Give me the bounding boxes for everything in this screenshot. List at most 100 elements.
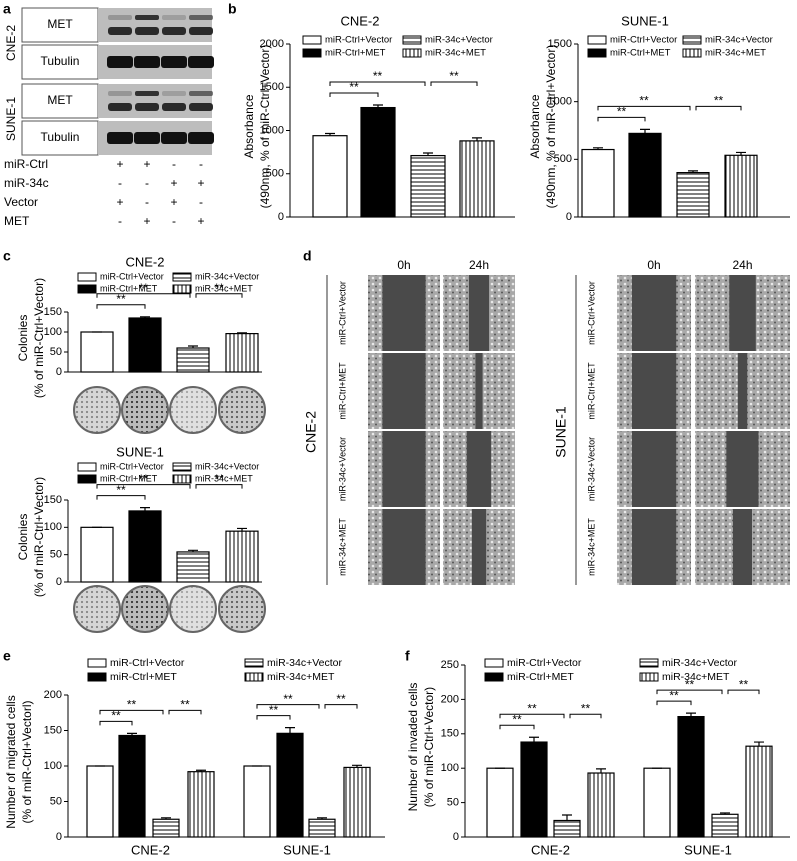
bar: [581, 148, 615, 218]
y-tick-label: 200: [441, 693, 459, 705]
colony-plate: [121, 386, 169, 434]
legend-swatch: [244, 658, 264, 668]
error-bar: [423, 152, 433, 156]
error-bar: [317, 817, 327, 820]
legend-swatch: [172, 272, 192, 282]
colony-plate: [169, 386, 217, 434]
y-axis-label: (490nm, % of miR-Ctrl+Vector): [258, 45, 272, 209]
legend-label: miR-Ctrl+MET: [325, 48, 386, 59]
y-tick-label: 1500: [260, 81, 284, 93]
bar: [187, 771, 215, 838]
significance-bracket: [569, 713, 602, 719]
y-axis-label: Absorbance: [242, 94, 256, 158]
condition-label: miR-Ctrl+Vector: [337, 281, 347, 345]
blot-band: [162, 27, 186, 35]
significance-bracket: [499, 713, 565, 719]
cell-line-label: CNE-2: [4, 25, 18, 61]
bar: [243, 765, 271, 838]
blot-band: [108, 27, 132, 35]
sign: +: [143, 157, 150, 171]
significance-label: **: [283, 692, 293, 706]
sign: -: [145, 176, 149, 190]
error-bar: [127, 732, 137, 736]
bar: [724, 154, 758, 218]
blot-band: [162, 15, 186, 20]
significance-bracket: [99, 720, 133, 726]
cell-line-label: SUNE-1: [4, 97, 18, 141]
legend-label: miR-34c+MET: [662, 671, 730, 683]
significance-bracket: [99, 709, 164, 715]
time-label: 24h: [469, 258, 489, 272]
error-bar: [373, 104, 383, 108]
condition-label: miR-34c+MET: [337, 518, 347, 576]
y-tick-label: 50: [50, 346, 62, 358]
error-bar: [237, 332, 247, 334]
wound-gap: [382, 509, 426, 585]
legend-label: miR-Ctrl+Vector: [100, 271, 164, 281]
sign: -: [199, 157, 203, 171]
significance-label: **: [269, 703, 279, 717]
significance-bracket: [96, 293, 191, 298]
colony-plate: [73, 386, 121, 434]
wound-gap: [631, 431, 677, 507]
panel-letter: f: [405, 648, 410, 664]
chart-title: SUNE-1: [116, 444, 164, 459]
protein-label: MET: [47, 93, 73, 107]
x-tick-label: SUNE-1: [283, 842, 331, 857]
y-tick-label: 500: [554, 153, 572, 165]
panel-letter: a: [3, 1, 11, 17]
significance-bracket: [329, 81, 426, 86]
error-bar: [188, 549, 198, 552]
y-tick-label: 150: [44, 494, 62, 506]
cell-line-label: SUNE-1: [553, 406, 569, 458]
bar: [80, 526, 114, 583]
y-axis-label: (% of miR-Ctrl+Vectorl): [20, 700, 34, 823]
significance-label: **: [739, 677, 749, 691]
cell-line-label: CNE-2: [303, 411, 319, 453]
y-axis-label: (% of miR-Ctrl+Vector): [422, 687, 436, 807]
significance-bracket: [597, 105, 691, 111]
legend-label: miR-Ctrl+Vector: [610, 35, 677, 46]
blot-band: [135, 91, 159, 96]
condition-label: miR-Ctrl+Vector: [586, 281, 596, 345]
sign: +: [116, 195, 123, 209]
bar: [343, 766, 371, 838]
blot-label-box: [21, 120, 99, 156]
condition-label: miR-34c+Vector: [337, 437, 347, 501]
legend-swatch: [172, 462, 192, 472]
legend-label: miR-34c+MET: [195, 283, 253, 293]
blot-band: [135, 27, 159, 35]
significance-bracket: [195, 293, 243, 298]
legend-label: miR-34c+MET: [267, 671, 335, 683]
y-tick-label: 150: [44, 724, 62, 736]
x-tick-label: CNE-2: [531, 842, 570, 857]
blot-band: [135, 15, 159, 20]
condition-label: MET: [4, 214, 30, 228]
legend-swatch: [484, 658, 504, 668]
bar: [276, 732, 304, 838]
blot-image: [98, 84, 212, 118]
blot-band: [107, 56, 133, 68]
error-bar: [188, 345, 198, 348]
legend-swatch: [77, 272, 97, 282]
y-tick-label: 0: [56, 831, 62, 843]
significance-label: **: [111, 709, 121, 723]
wound-gap: [737, 353, 748, 429]
significance-bracket: [329, 92, 379, 97]
legend-swatch: [639, 672, 659, 682]
y-tick-label: 0: [453, 831, 459, 843]
sign: -: [118, 214, 122, 228]
wound-gap: [382, 431, 426, 507]
wound-gap: [631, 275, 677, 351]
significance-label: **: [116, 292, 126, 306]
bar: [128, 510, 162, 583]
legend-label: miR-34c+Vector: [267, 657, 342, 669]
chart-title: CNE-2: [125, 254, 164, 269]
significance-label: **: [617, 105, 627, 119]
significance-bracket: [168, 709, 202, 715]
error-bar: [140, 507, 150, 511]
bar: [152, 818, 180, 838]
y-axis-label: Colonies: [16, 514, 30, 561]
legend-swatch: [172, 474, 192, 484]
